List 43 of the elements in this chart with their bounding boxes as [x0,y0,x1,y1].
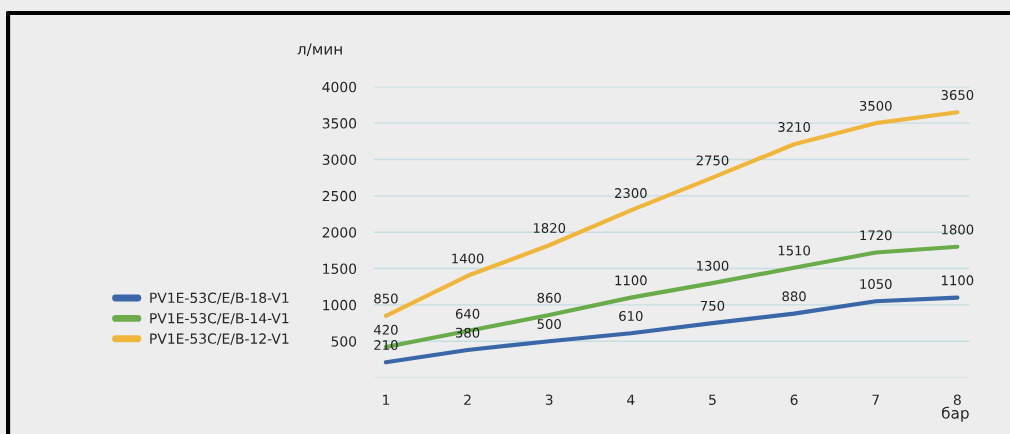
data-label: 1300 [697,260,729,271]
data-label: 1510 [778,245,811,256]
x-tick-label: 8 [953,394,961,405]
data-label: 640 [455,308,480,319]
x-tick-label: 6 [790,394,798,405]
y-tick-label: 4000 [322,81,357,93]
y-tick-label: 1500 [323,263,357,275]
y-tick-label: 2000 [322,227,357,238]
y-tick-label: 3000 [322,154,357,165]
y-tick-label: 2500 [322,190,357,202]
data-label: 860 [537,292,561,303]
x-tick-label: 3 [545,394,553,405]
x-tick-label: 2 [464,394,471,405]
data-label: 1800 [942,224,974,235]
data-label: 500 [537,318,561,329]
y-tick-label: 1000 [323,299,357,311]
data-label: 880 [782,291,806,302]
x-tick-label: 1 [383,394,390,405]
data-label: 3500 [859,100,892,111]
x-tick-label: 4 [627,394,635,405]
x-tick-label: 7 [872,394,879,405]
data-label: 1400 [452,253,484,264]
data-label: 750 [700,300,725,311]
y-tick-label: 500 [331,336,357,347]
data-label: 420 [374,324,398,335]
legend-label: PV1E-53C/E/B-14-V1 [150,312,289,325]
y-tick-label: 3500 [322,118,357,129]
x-tick-label: 5 [709,394,716,405]
legend-label: PV1E-53C/E/B-12-V1 [150,333,289,345]
data-label: 2300 [615,188,647,199]
data-label: 1100 [615,275,647,286]
data-label: 2750 [696,155,729,166]
data-label: 3210 [778,121,811,132]
x-axis-title: бар [941,406,969,422]
data-label: 1720 [860,230,892,241]
data-label: 610 [619,310,643,321]
data-label: 3650 [941,89,974,100]
data-label: 1820 [533,223,566,233]
legend-label: PV1E-53C/E/B-18-V1 [150,292,289,305]
data-label: 1050 [860,278,892,289]
data-label: 1100 [942,275,974,286]
y-axis-title: л/мин [297,43,342,56]
data-label: 850 [374,293,398,304]
